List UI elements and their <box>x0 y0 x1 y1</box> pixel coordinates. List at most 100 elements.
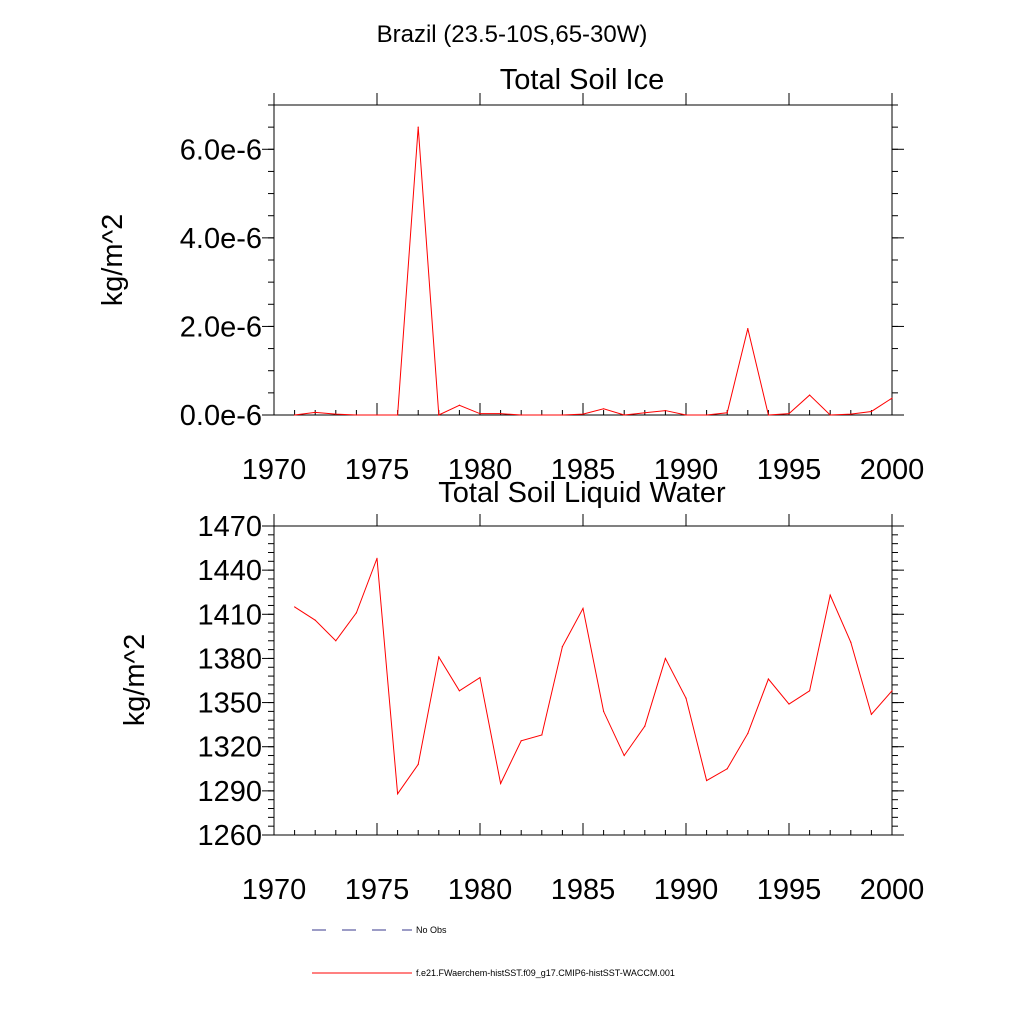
legend-label: No Obs <box>416 925 447 935</box>
data-point <box>582 413 584 415</box>
data-point <box>376 557 378 559</box>
data-point <box>767 678 770 680</box>
chart-title: Total Soil Liquid Water <box>438 477 726 509</box>
data-point <box>438 414 440 416</box>
data-point <box>355 612 357 614</box>
x-tick-label: 2000 <box>860 454 925 486</box>
y-tick-label: 1320 <box>197 732 262 764</box>
data-point <box>479 413 481 415</box>
y-tick-label: 2.0e-6 <box>180 311 262 343</box>
x-tick-label: 1995 <box>757 874 822 906</box>
x-tick-label: 1985 <box>551 874 616 906</box>
y-tick-label: 1440 <box>197 555 262 587</box>
plot-frame <box>273 104 893 416</box>
data-point <box>355 414 357 416</box>
data-point <box>870 713 873 715</box>
x-tick-label: 1970 <box>242 454 307 486</box>
data-point <box>891 397 893 399</box>
data-point <box>458 690 460 692</box>
x-tick-label: 1975 <box>345 454 410 486</box>
y-tick-label: 1410 <box>197 599 262 631</box>
data-point <box>397 414 399 416</box>
x-tick-label: 1995 <box>757 454 822 486</box>
y-tick-label: 1380 <box>197 643 262 675</box>
data-point <box>397 793 399 795</box>
data-point <box>809 690 811 692</box>
y-axis-label: kg/m^2 <box>97 214 129 307</box>
data-point <box>582 607 584 610</box>
y-tick-label: 1260 <box>197 820 262 852</box>
data-point <box>603 408 605 410</box>
data-point <box>829 594 831 596</box>
data-point <box>788 413 790 415</box>
legend: No Obs f.e21.FWaerchem-histSST.f09_g17.C… <box>312 925 675 978</box>
data-point <box>788 703 790 705</box>
data-point <box>726 768 728 770</box>
data-point <box>520 414 522 416</box>
data-point <box>520 740 522 742</box>
data-point <box>767 414 770 416</box>
data-point <box>603 710 605 713</box>
x-tick-label: 1985 <box>551 454 616 486</box>
data-point <box>644 725 646 727</box>
data-point <box>850 641 852 643</box>
data-point <box>870 410 873 413</box>
y-tick-label: 1350 <box>197 688 262 720</box>
y-tick-label: 0.0e-6 <box>180 400 262 432</box>
data-point <box>809 394 811 396</box>
data-point <box>438 656 440 658</box>
data-point <box>644 412 646 414</box>
data-point <box>417 763 419 765</box>
data-point <box>561 414 564 416</box>
data-point <box>500 413 502 415</box>
data-point <box>376 414 378 416</box>
data-point <box>850 413 852 415</box>
panel-total-soil-liquid-water: Total Soil Liquid Water kg/m^2 1970 1975 1… <box>119 477 924 906</box>
data-point <box>500 782 502 785</box>
data-point <box>685 414 687 416</box>
data-point <box>335 413 337 415</box>
data-point <box>891 690 893 692</box>
data-point <box>747 732 749 735</box>
figure-suptitle: Brazil (23.5-10S,65-30W) <box>377 21 648 48</box>
chart-title: Total Soil Ice <box>500 64 664 96</box>
data-point <box>417 126 419 128</box>
data-point <box>458 404 460 406</box>
data-point <box>829 414 831 416</box>
data-point <box>314 619 316 621</box>
data-point <box>726 412 728 414</box>
x-tick-label: 1980 <box>448 454 513 486</box>
data-point <box>561 646 564 648</box>
x-tick-label: 1990 <box>654 454 719 486</box>
y-tick-label: 4.0e-6 <box>180 223 262 255</box>
data-point <box>479 676 481 679</box>
y-axis-label: kg/m^2 <box>119 634 151 727</box>
y-tick-label: 6.0e-6 <box>180 134 262 166</box>
data-point <box>623 414 625 416</box>
data-point <box>314 411 316 413</box>
data-point <box>747 328 749 330</box>
legend-label: f.e21.FWaerchem-histSST.f09_g17.CMIP6-hi… <box>416 968 675 978</box>
data-point <box>664 657 667 660</box>
data-point <box>335 640 337 642</box>
data-point <box>706 414 708 416</box>
data-point <box>294 414 296 416</box>
x-tick-label: 1980 <box>448 874 513 906</box>
data-point <box>623 754 625 757</box>
legend-entry-model: f.e21.FWaerchem-histSST.f09_g17.CMIP6-hi… <box>312 968 675 978</box>
y-tick-label: 1290 <box>197 776 262 808</box>
data-point <box>685 697 687 699</box>
x-tick-label: 2000 <box>860 874 925 906</box>
x-tick-label: 1975 <box>345 874 410 906</box>
data-point <box>541 734 543 736</box>
data-point <box>541 414 543 416</box>
x-tick-label: 1970 <box>242 874 307 906</box>
series-line <box>294 558 893 796</box>
series-line <box>294 127 893 416</box>
x-tick-label: 1990 <box>654 874 719 906</box>
data-point <box>294 606 296 608</box>
y-tick-label: 1470 <box>197 511 262 543</box>
data-point <box>706 779 708 782</box>
panel-total-soil-ice: Total Soil Ice kg/m^2 1970 1975 1980 1985 19… <box>97 64 924 486</box>
